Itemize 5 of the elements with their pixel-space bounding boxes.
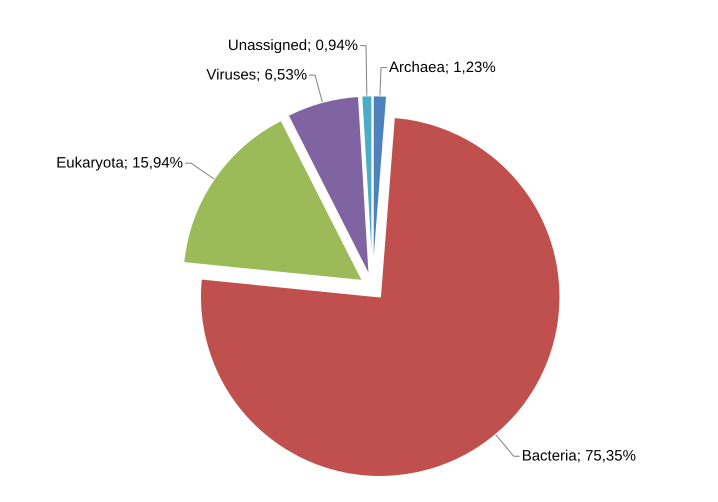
slice-label: Viruses; 6,53% <box>206 66 308 84</box>
slice-label: Archaea; 1,23% <box>389 59 496 76</box>
slice-label: Bacteria; 75,35% <box>522 448 636 465</box>
slice-label: Unassigned; 0,94% <box>228 37 358 54</box>
slice-label: Eukaryota; 15,94% <box>56 154 183 172</box>
